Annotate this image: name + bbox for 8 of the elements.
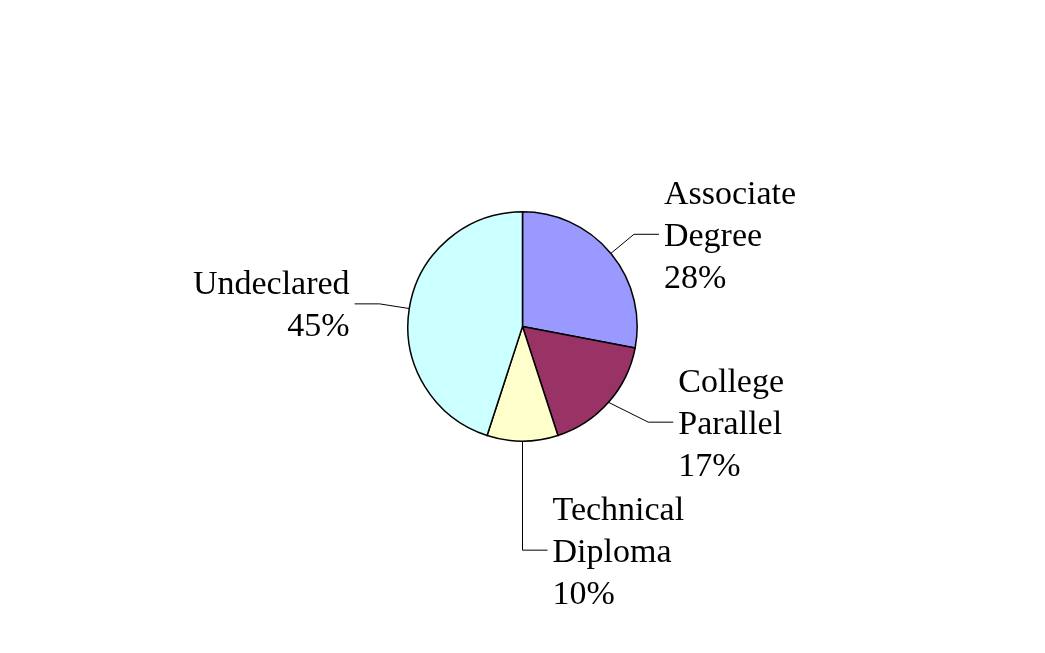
slice-label: College Parallel	[678, 361, 785, 441]
data-label: 28%	[663, 257, 727, 295]
data-label: 10%	[552, 573, 615, 611]
slice-label: Technical Diploma	[552, 489, 685, 569]
data-label: 45%	[287, 306, 350, 344]
slice-label: Undeclared	[192, 264, 350, 302]
slice-label: Associate Degree	[663, 173, 797, 253]
data-label: 17%	[678, 445, 741, 483]
